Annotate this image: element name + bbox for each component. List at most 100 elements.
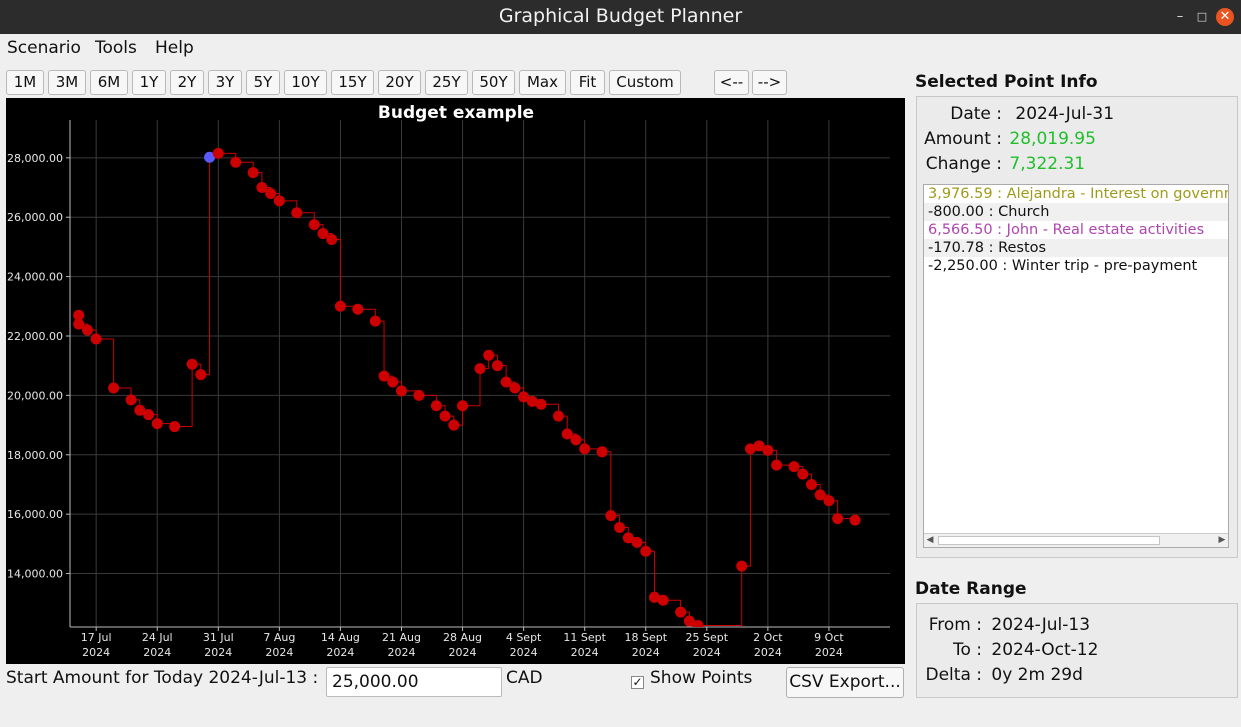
scroll-left-icon[interactable]: ◀	[926, 535, 934, 545]
range-1y-button[interactable]: 1Y	[132, 70, 166, 95]
data-point[interactable]	[736, 560, 748, 572]
data-point[interactable]	[369, 315, 381, 327]
range-fit-button[interactable]: Fit	[570, 70, 605, 95]
data-point[interactable]	[622, 532, 634, 544]
data-point[interactable]	[561, 428, 573, 440]
data-point[interactable]	[509, 382, 521, 394]
transaction-item[interactable]: -800.00 : Church	[924, 203, 1228, 221]
range-10y-button[interactable]: 10Y	[284, 70, 327, 95]
data-point[interactable]	[169, 421, 181, 433]
range-50y-button[interactable]: 50Y	[472, 70, 515, 95]
data-point[interactable]	[291, 207, 303, 219]
chart-svg[interactable]: Budget example 14,000.00 16,000.00 18,000.0…	[6, 98, 905, 664]
data-point[interactable]	[439, 410, 451, 422]
data-point[interactable]	[518, 391, 530, 403]
range-max-button[interactable]: Max	[519, 70, 566, 95]
data-point[interactable]	[125, 394, 137, 406]
data-point[interactable]	[535, 398, 547, 410]
range-5y-button[interactable]: 5Y	[246, 70, 280, 95]
data-point[interactable]	[430, 400, 442, 412]
data-point[interactable]	[230, 156, 242, 168]
data-point[interactable]	[579, 443, 591, 455]
range-3y-button[interactable]: 3Y	[208, 70, 242, 95]
scrollbar-thumb[interactable]	[938, 536, 1160, 545]
data-point[interactable]	[491, 360, 503, 372]
data-point[interactable]	[849, 514, 861, 526]
data-point[interactable]	[553, 410, 565, 422]
range-20y-button[interactable]: 20Y	[378, 70, 421, 95]
transaction-item[interactable]: -170.78 : Restos	[924, 239, 1228, 257]
data-point[interactable]	[640, 545, 652, 557]
maximize-icon[interactable]: □	[1196, 10, 1208, 23]
transaction-item[interactable]: 6,566.50 : John - Real estate activities	[928, 222, 1205, 238]
data-point[interactable]	[73, 318, 85, 330]
data-point[interactable]	[73, 309, 85, 321]
data-point[interactable]	[457, 400, 469, 412]
budget-chart[interactable]: Budget example 14,000.00 16,000.00 18,000.0…	[6, 98, 905, 664]
data-point[interactable]	[143, 409, 155, 421]
data-point[interactable]	[413, 389, 425, 401]
data-point[interactable]	[614, 522, 626, 534]
range-6m-button[interactable]: 6M	[90, 70, 128, 95]
data-point[interactable]	[570, 434, 582, 446]
data-point[interactable]	[675, 606, 687, 618]
range-custom-button[interactable]: Custom	[609, 70, 681, 95]
data-point[interactable]	[797, 468, 809, 480]
scroll-right-icon[interactable]: ▶	[1218, 535, 1226, 545]
data-point[interactable]	[151, 418, 163, 430]
previous-range-button[interactable]: <--	[714, 70, 749, 95]
data-point[interactable]	[265, 187, 277, 199]
transaction-item[interactable]: -2,250.00 : Winter trip - pre-payment	[928, 258, 1198, 274]
csv-export-button[interactable]: CSV Export...	[786, 667, 904, 698]
data-point[interactable]	[832, 513, 844, 525]
data-point[interactable]	[753, 440, 765, 452]
data-point[interactable]	[212, 147, 224, 159]
data-point[interactable]	[134, 404, 146, 416]
data-point[interactable]	[526, 395, 538, 407]
data-point[interactable]	[247, 167, 259, 179]
data-point[interactable]	[500, 376, 512, 388]
range-15y-button[interactable]: 15Y	[331, 70, 374, 95]
start-amount-input[interactable]: 25,000.00	[326, 667, 502, 697]
data-point[interactable]	[108, 382, 120, 394]
data-point[interactable]	[788, 461, 800, 473]
data-point[interactable]	[805, 478, 817, 490]
data-point[interactable]	[387, 376, 399, 388]
transaction-item[interactable]: 3,976.59 : Alejandra - Interest on gover…	[928, 186, 1229, 202]
menu-help[interactable]: Help	[155, 38, 194, 58]
range-2y-button[interactable]: 2Y	[170, 70, 204, 95]
data-point[interactable]	[744, 443, 756, 455]
next-range-button[interactable]: -->	[752, 70, 787, 95]
data-point[interactable]	[352, 303, 364, 315]
data-point[interactable]	[648, 591, 660, 603]
data-point[interactable]	[448, 419, 460, 431]
data-point[interactable]	[657, 594, 669, 606]
data-point[interactable]	[814, 489, 826, 501]
selected-data-point[interactable]	[204, 151, 216, 163]
data-point[interactable]	[395, 385, 407, 397]
show-points-checkbox[interactable]: ✓	[631, 676, 644, 689]
data-point[interactable]	[474, 363, 486, 375]
data-point[interactable]	[378, 370, 390, 382]
data-point[interactable]	[334, 300, 346, 312]
data-point[interactable]	[692, 620, 704, 631]
show-points-label[interactable]: Show Points	[650, 668, 753, 688]
data-point[interactable]	[483, 349, 495, 361]
data-point[interactable]	[195, 369, 207, 381]
data-point[interactable]	[273, 195, 285, 207]
data-point[interactable]	[631, 536, 643, 548]
data-point[interactable]	[90, 333, 102, 345]
transactions-list[interactable]: 3,976.59 : Alejandra - Interest on gover…	[923, 184, 1229, 548]
data-point[interactable]	[762, 444, 774, 456]
data-point[interactable]	[823, 495, 835, 507]
horizontal-scrollbar[interactable]: ◀ ▶	[924, 533, 1228, 547]
data-point[interactable]	[326, 233, 338, 245]
range-3m-button[interactable]: 3M	[48, 70, 86, 95]
data-point[interactable]	[683, 615, 695, 627]
data-point[interactable]	[186, 358, 198, 370]
data-point[interactable]	[256, 182, 268, 194]
data-point[interactable]	[308, 219, 320, 231]
menu-scenario[interactable]: Scenario	[7, 38, 81, 58]
menu-tools[interactable]: Tools	[95, 38, 137, 58]
range-25y-button[interactable]: 25Y	[425, 70, 468, 95]
